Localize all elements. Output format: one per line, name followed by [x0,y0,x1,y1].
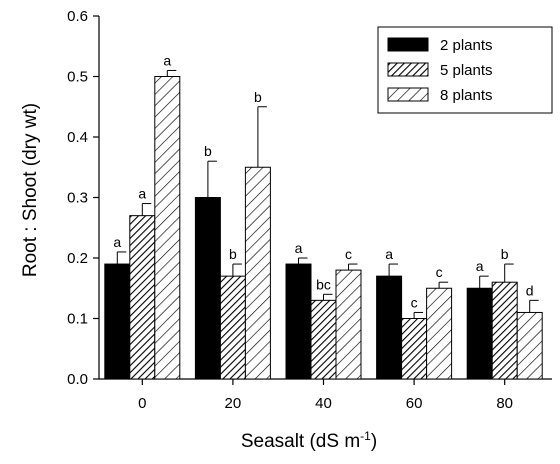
legend-label-5-plants: 5 plants [440,62,493,79]
x-tick-label: 40 [315,395,332,412]
legend-label-8-plants: 8 plants [440,87,493,104]
bar-5-plants-60 [401,318,428,380]
bar-2-plants-0 [104,263,131,380]
bar-8-plants-60 [426,287,453,380]
significance-label: a [385,246,393,262]
legend-swatch-5-plants [387,62,429,77]
significance-label: c [345,246,352,262]
legend: 2 plants 5 plants 8 plants [377,26,553,114]
x-axis-label-superscript: -1 [360,429,371,443]
y-tick-label: 0.3 [67,190,88,207]
bar-2-plants-60 [376,275,403,380]
y-tick-label: 0.1 [67,311,88,328]
significance-label: b [254,89,262,105]
y-tick-label: 0.2 [67,250,88,267]
bar-8-plants-80 [516,311,543,380]
bar-5-plants-0 [129,215,156,380]
y-tick-label: 0.4 [67,129,88,146]
y-tick-label: 0.5 [67,69,88,86]
significance-label: c [436,264,443,280]
bar-5-plants-80 [491,281,518,380]
x-tick-label: 80 [496,395,513,412]
significance-label: bc [316,276,331,292]
bar-8-plants-20 [244,166,271,380]
y-tick-label: 0.0 [67,371,88,388]
significance-label: c [411,294,418,310]
x-axis-label-main: Seasalt (dS m [241,431,360,452]
significance-label: a [138,186,146,202]
significance-label: a [295,240,303,256]
bar-8-plants-0 [154,76,181,380]
bar-2-plants-20 [194,197,221,380]
x-tick-label: 0 [138,395,146,412]
significance-label: b [229,246,237,262]
bar-8-plants-40 [335,269,362,380]
bar-5-plants-40 [310,299,337,380]
significance-label: b [204,143,212,159]
legend-label-2-plants: 2 plants [440,37,493,54]
significance-label: a [163,52,171,68]
x-axis-label-end: ) [371,431,377,452]
bar-5-plants-20 [219,275,246,380]
x-tick-label: 60 [406,395,423,412]
legend-swatch-2-plants [387,37,429,52]
significance-label: a [113,234,121,250]
bar-2-plants-80 [466,287,493,380]
significance-label: a [476,258,484,274]
axis-ticks: 0.0 0.1 0.2 0.3 0.4 0.5 0.6 0 20 40 60 80 [67,8,513,412]
significance-label: d [526,282,534,298]
x-tick-label: 20 [225,395,242,412]
y-tick-label: 0.6 [67,8,88,25]
y-axis-label: Root : Shoot (dry wt) [20,103,41,277]
legend-swatch-8-plants [387,87,429,102]
x-axis-label: Seasalt (dS m-1) [241,429,377,452]
significance-label: b [501,246,509,262]
bar-2-plants-40 [285,263,312,380]
